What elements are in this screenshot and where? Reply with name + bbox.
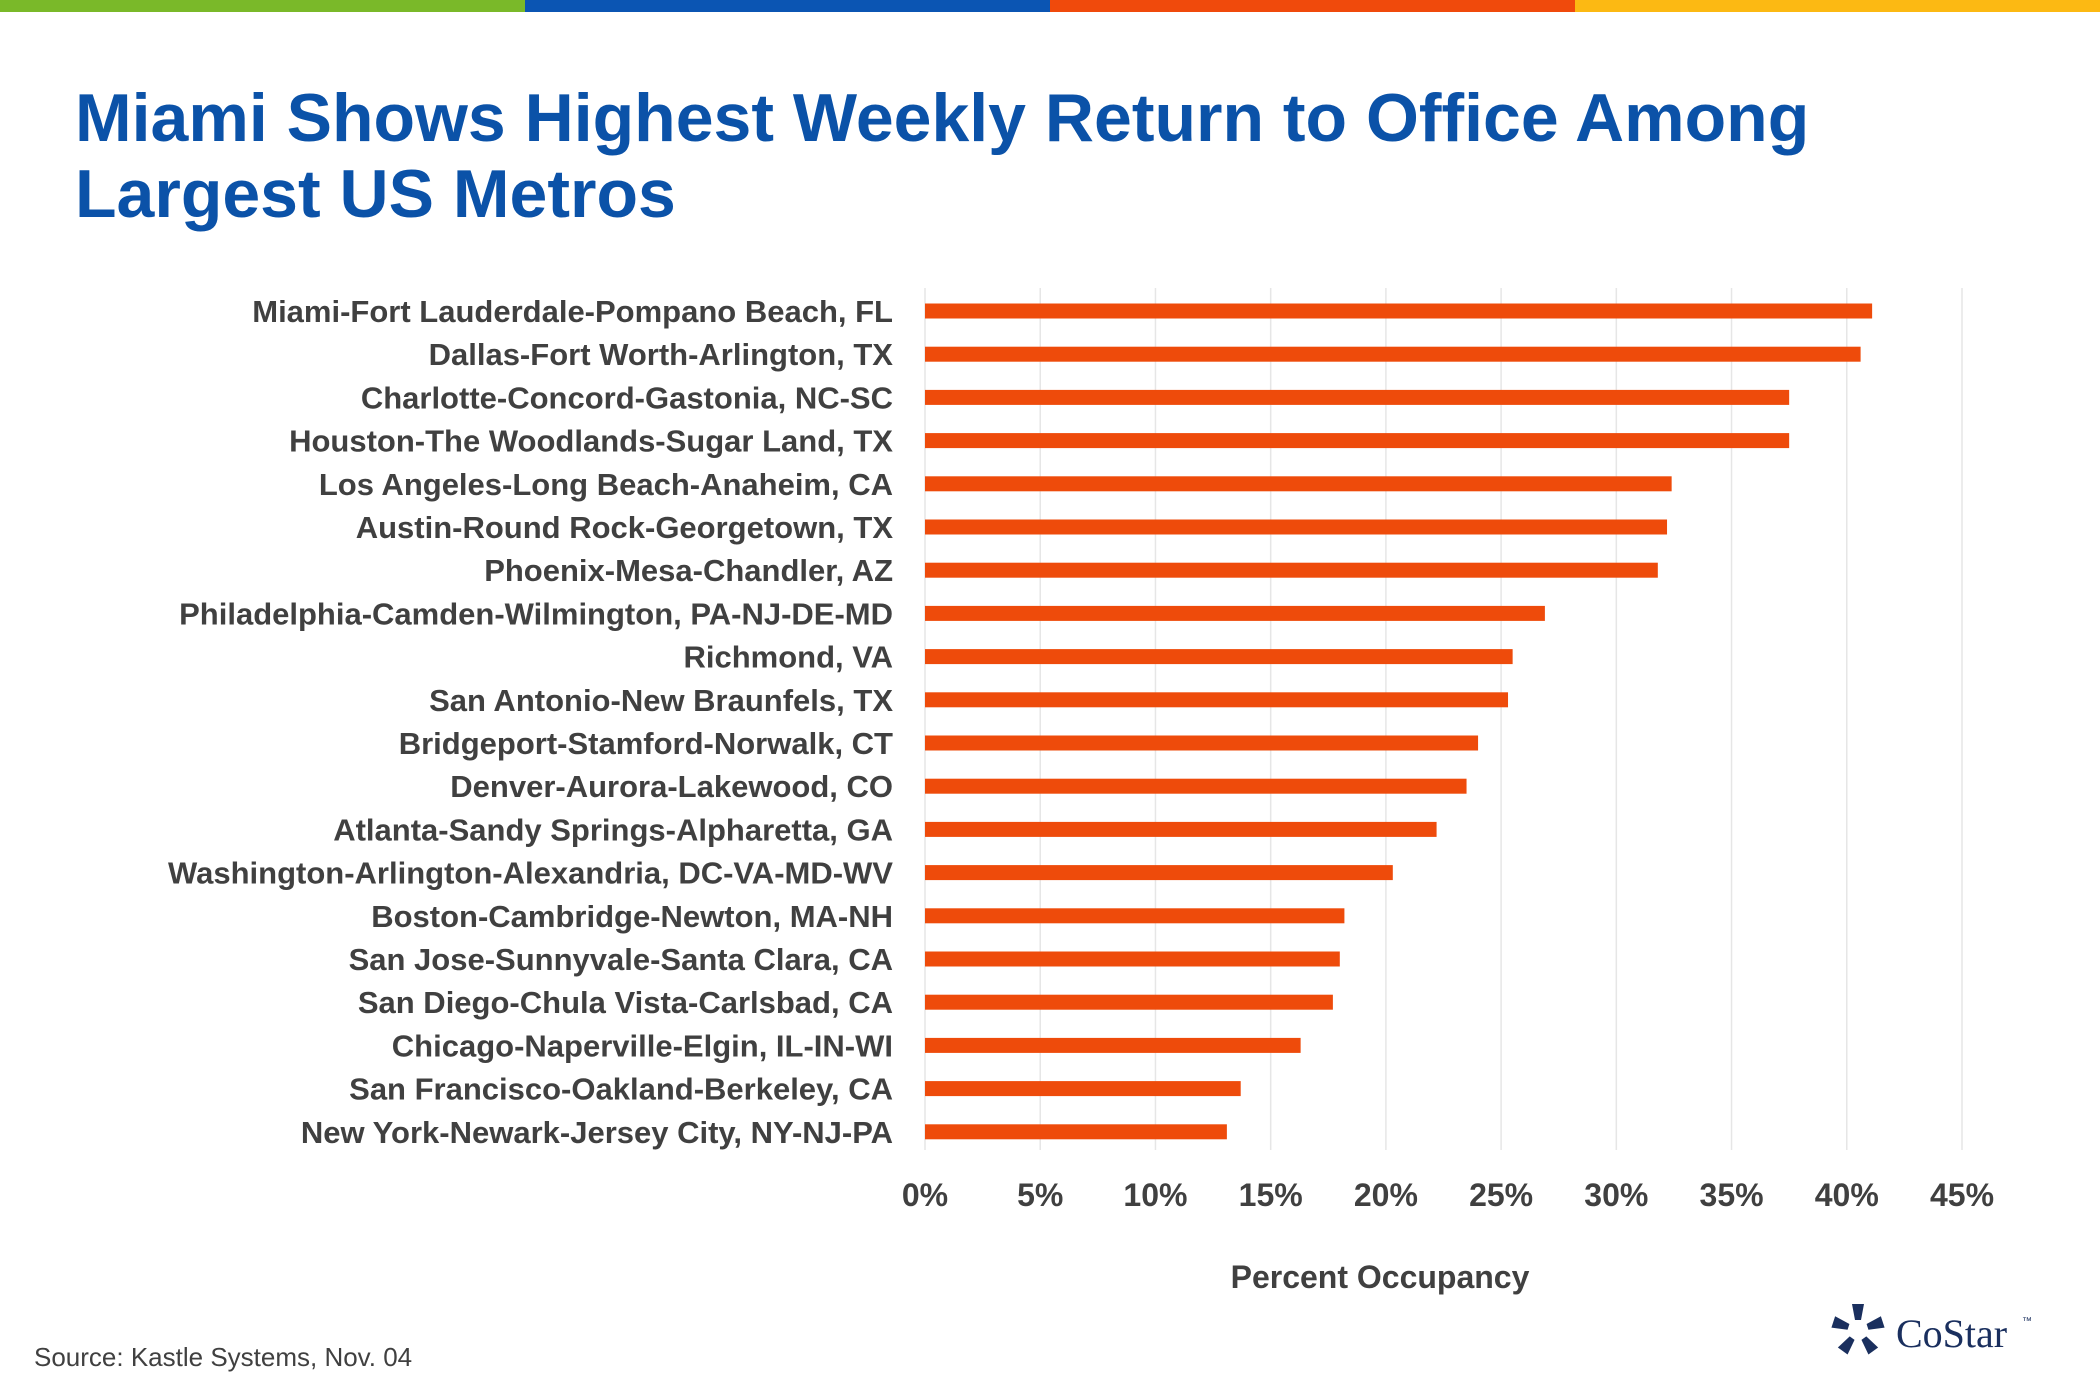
bar <box>925 994 1333 1010</box>
bar <box>925 519 1668 535</box>
stripe-green <box>0 0 525 12</box>
x-tick-label: 20% <box>1354 1177 1418 1213</box>
x-tick-label: 45% <box>1930 1177 1994 1213</box>
category-label: San Jose-Sunnyvale-Santa Clara, CA <box>349 942 893 977</box>
x-tick-label: 25% <box>1469 1177 1533 1213</box>
x-tick-label: 0% <box>902 1177 948 1213</box>
category-label: Miami-Fort Lauderdale-Pompano Beach, FL <box>252 294 893 329</box>
bar <box>925 605 1545 621</box>
bar <box>925 346 1861 362</box>
costar-star-icon <box>1831 1304 1885 1355</box>
bar <box>925 562 1658 578</box>
bar <box>925 1037 1301 1053</box>
category-label: Boston-Cambridge-Newton, MA-NH <box>371 899 893 934</box>
bar <box>925 433 1790 449</box>
bar <box>925 735 1479 751</box>
category-label: San Diego-Chula Vista-Carlsbad, CA <box>358 985 893 1020</box>
x-tick-label: 30% <box>1584 1177 1648 1213</box>
x-tick-labels: 0% 5% 10% 15% 20% 25% 30% 35% 40% 45% <box>902 1177 1994 1213</box>
x-tick-label: 35% <box>1700 1177 1764 1213</box>
category-label: Philadelphia-Camden-Wilmington, PA-NJ-DE… <box>179 596 893 631</box>
bar <box>925 951 1340 967</box>
costar-logo: CoStar ™ <box>1828 1300 2068 1362</box>
category-labels: Miami-Fort Lauderdale-Pompano Beach, FL D… <box>168 294 893 1150</box>
category-label: Denver-Aurora-Lakewood, CO <box>450 769 893 804</box>
gridlines <box>924 288 1963 1150</box>
brand-name: CoStar <box>1896 1311 2008 1356</box>
category-label: Washington-Arlington-Alexandria, DC-VA-M… <box>168 856 893 891</box>
bar <box>925 865 1393 881</box>
bar <box>925 476 1672 492</box>
x-tick-label: 40% <box>1815 1177 1879 1213</box>
category-label: Phoenix-Mesa-Chandler, AZ <box>484 553 893 588</box>
bar <box>925 1124 1227 1140</box>
bar <box>925 303 1873 319</box>
bar <box>925 649 1513 665</box>
bar-chart: Miami-Fort Lauderdale-Pompano Beach, FL D… <box>168 288 1994 1295</box>
category-label: Bridgeport-Stamford-Norwalk, CT <box>399 726 893 761</box>
x-tick-label: 10% <box>1123 1177 1187 1213</box>
bars <box>925 303 1873 1140</box>
stripe-yellow <box>1575 0 2100 12</box>
source-note: Source: Kastle Systems, Nov. 04 <box>34 1342 413 1372</box>
stripe-orange <box>1050 0 1575 12</box>
x-axis-title: Percent Occupancy <box>1231 1259 1530 1295</box>
category-label: New York-Newark-Jersey City, NY-NJ-PA <box>301 1115 893 1150</box>
category-label: Charlotte-Concord-Gastonia, NC-SC <box>361 380 893 415</box>
category-label: Austin-Round Rock-Georgetown, TX <box>356 510 894 545</box>
category-label: Dallas-Fort Worth-Arlington, TX <box>429 337 894 372</box>
bar <box>925 389 1790 405</box>
x-tick-label: 5% <box>1017 1177 1063 1213</box>
category-label: Atlanta-Sandy Springs-Alpharetta, GA <box>333 812 893 847</box>
category-label: Chicago-Naperville-Elgin, IL-IN-WI <box>392 1028 893 1063</box>
bar <box>925 821 1437 837</box>
chart-title: Miami Shows Highest Weekly Return to Off… <box>75 80 1810 232</box>
category-label: Houston-The Woodlands-Sugar Land, TX <box>289 424 893 459</box>
bar <box>925 692 1509 708</box>
bar <box>925 778 1467 794</box>
category-label: San Francisco-Oakland-Berkeley, CA <box>349 1072 893 1107</box>
stripe-blue <box>525 0 1050 12</box>
trademark-symbol: ™ <box>2022 1316 2032 1327</box>
category-label: Los Angeles-Long Beach-Anaheim, CA <box>319 467 893 502</box>
top-color-stripe <box>0 0 2100 12</box>
category-label: Richmond, VA <box>683 640 893 675</box>
category-label: San Antonio-New Braunfels, TX <box>429 683 893 718</box>
x-tick-label: 15% <box>1239 1177 1303 1213</box>
bar <box>925 908 1345 924</box>
bar <box>925 1081 1241 1097</box>
